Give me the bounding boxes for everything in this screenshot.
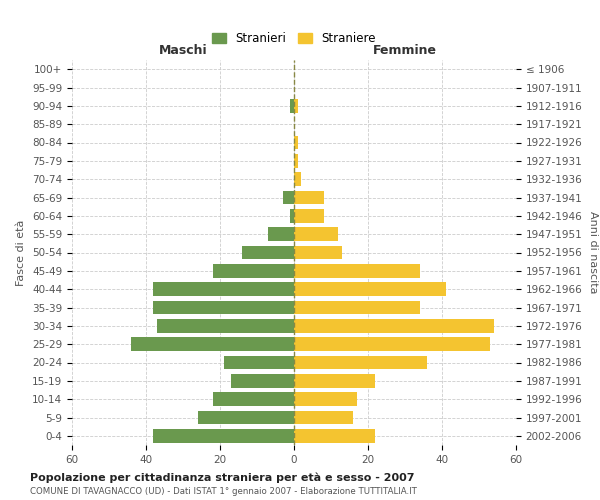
Bar — [154, 300, 294, 314]
Bar — [294, 209, 323, 222]
Bar — [294, 338, 490, 351]
Bar — [294, 136, 298, 149]
Bar — [294, 410, 353, 424]
Text: Popolazione per cittadinanza straniera per età e sesso - 2007: Popolazione per cittadinanza straniera p… — [30, 472, 415, 483]
Text: Maschi: Maschi — [158, 44, 208, 58]
Bar — [198, 410, 294, 424]
Bar — [154, 282, 294, 296]
Bar — [131, 338, 294, 351]
Bar — [294, 190, 323, 204]
Y-axis label: Fasce di età: Fasce di età — [16, 220, 26, 286]
Bar — [268, 228, 294, 241]
Bar — [283, 190, 294, 204]
Bar — [224, 356, 294, 370]
Text: COMUNE DI TAVAGNACCO (UD) - Dati ISTAT 1° gennaio 2007 - Elaborazione TUTTITALIA: COMUNE DI TAVAGNACCO (UD) - Dati ISTAT 1… — [30, 488, 417, 496]
Bar — [157, 319, 294, 332]
Bar — [294, 392, 357, 406]
Bar — [294, 264, 420, 278]
Bar — [290, 209, 294, 222]
Bar — [154, 429, 294, 442]
Bar — [294, 172, 301, 186]
Bar — [212, 392, 294, 406]
Text: Femmine: Femmine — [373, 44, 437, 58]
Bar — [294, 154, 298, 168]
Bar — [231, 374, 294, 388]
Bar — [294, 282, 446, 296]
Y-axis label: Anni di nascita: Anni di nascita — [588, 211, 598, 294]
Bar — [294, 374, 376, 388]
Bar — [294, 99, 298, 112]
Bar — [294, 356, 427, 370]
Bar — [242, 246, 294, 260]
Bar — [212, 264, 294, 278]
Bar — [294, 429, 376, 442]
Bar — [294, 300, 420, 314]
Bar — [294, 228, 338, 241]
Bar — [290, 99, 294, 112]
Bar — [294, 246, 342, 260]
Bar — [294, 319, 494, 332]
Legend: Stranieri, Straniere: Stranieri, Straniere — [207, 28, 381, 50]
